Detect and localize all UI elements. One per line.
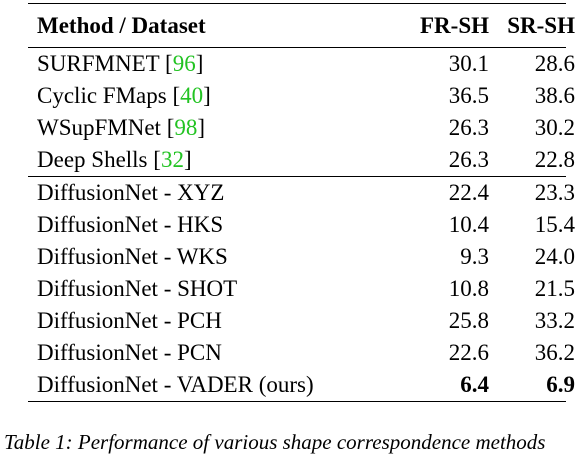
- sr-sh-value: 36.2: [534, 340, 575, 365]
- results-table-body: Method / Dataset FR-SH SR-SH: [28, 4, 577, 47]
- fr-sh-value: 10.4: [448, 212, 489, 237]
- method-cell: Cyclic FMaps [40]: [37, 83, 211, 108]
- group-separator-rule: [28, 176, 566, 177]
- fr-sh-value: 26.3: [448, 115, 489, 140]
- table-row: DiffusionNet - WKS 9.3 24.0: [28, 241, 577, 273]
- baseline-methods-group: SURFMNET [96] 30.1 28.6 Cyclic FMaps [40] 36…: [28, 48, 577, 176]
- citation-link[interactable]: 32: [160, 147, 184, 172]
- sr-sh-value: 22.8: [534, 147, 575, 172]
- method-cell: DiffusionNet - PCH: [37, 308, 222, 333]
- fr-sh-value: 30.1: [448, 51, 489, 76]
- method-name: Cyclic FMaps: [37, 83, 167, 108]
- table-row: DiffusionNet - HKS 10.4 15.4: [28, 209, 577, 241]
- bottom-rule: [28, 401, 566, 402]
- table-row: DiffusionNet - XYZ 22.4 23.3: [28, 177, 577, 209]
- method-cell: DiffusionNet - XYZ: [37, 180, 225, 205]
- citation-link[interactable]: 98: [174, 115, 198, 140]
- sr-sh-value: 21.5: [534, 276, 575, 301]
- header-sr-sh: SR-SH: [507, 12, 575, 38]
- method-cell: DiffusionNet - PCN: [37, 340, 222, 365]
- fr-sh-value: 10.8: [448, 276, 489, 301]
- table-row: Cyclic FMaps [40] 36.5 38.6: [28, 80, 577, 112]
- header-row: Method / Dataset FR-SH SR-SH: [28, 4, 577, 47]
- table-row: WSupFMNet [98] 26.3 30.2: [28, 112, 577, 144]
- table-caption: Table 1: Performance of various shape co…: [4, 430, 546, 454]
- results-table: Method / Dataset FR-SH SR-SH SURFMNET [9…: [28, 0, 575, 402]
- citation-link[interactable]: 96: [172, 51, 196, 76]
- table-row: Deep Shells [32] 26.3 22.8: [28, 144, 577, 176]
- table-row: DiffusionNet - SHOT 10.8 21.5: [28, 273, 577, 305]
- fr-sh-value: 22.4: [448, 180, 489, 205]
- method-cell: DiffusionNet - HKS: [37, 212, 224, 237]
- sr-sh-value: 28.6: [534, 51, 575, 76]
- sr-sh-value: 38.6: [534, 83, 575, 108]
- fr-sh-value: 22.6: [448, 340, 489, 365]
- header-method: Method / Dataset: [37, 12, 206, 38]
- citation-link[interactable]: 40: [180, 83, 204, 108]
- fr-sh-value: 25.8: [448, 308, 489, 333]
- method-cell: DiffusionNet - SHOT: [37, 276, 238, 301]
- fr-sh-value: 6.4: [460, 372, 489, 397]
- method-name: Deep Shells: [37, 147, 148, 172]
- method-name: SURFMNET: [37, 51, 160, 76]
- fr-sh-value: 9.3: [460, 244, 489, 269]
- table-row: DiffusionNet - PCN 22.6 36.2: [28, 337, 577, 369]
- sr-sh-value: 23.3: [534, 180, 575, 205]
- fr-sh-value: 26.3: [448, 147, 489, 172]
- sr-sh-value: 6.9: [546, 372, 575, 397]
- method-cell: DiffusionNet - WKS: [37, 244, 228, 269]
- header-fr-sh: FR-SH: [420, 12, 489, 38]
- table-row: DiffusionNet - VADER (ours) 6.4 6.9: [28, 369, 577, 401]
- method-cell: Deep Shells [32]: [37, 147, 192, 172]
- method-cell: SURFMNET [96]: [37, 51, 204, 76]
- sr-sh-value: 33.2: [534, 308, 575, 333]
- table-row: DiffusionNet - PCH 25.8 33.2: [28, 305, 577, 337]
- top-rule: [28, 3, 566, 4]
- fr-sh-value: 36.5: [448, 83, 489, 108]
- table-row: SURFMNET [96] 30.1 28.6: [28, 48, 577, 80]
- header-rule: [28, 47, 566, 48]
- sr-sh-value: 24.0: [534, 244, 575, 269]
- diffusionnet-methods-group: DiffusionNet - XYZ 22.4 23.3 DiffusionNet -…: [28, 177, 577, 401]
- method-name: WSupFMNet: [37, 115, 161, 140]
- sr-sh-value: 30.2: [534, 115, 575, 140]
- method-cell: DiffusionNet - VADER (ours): [37, 372, 314, 397]
- sr-sh-value: 15.4: [534, 212, 575, 237]
- method-cell: WSupFMNet [98]: [37, 115, 206, 140]
